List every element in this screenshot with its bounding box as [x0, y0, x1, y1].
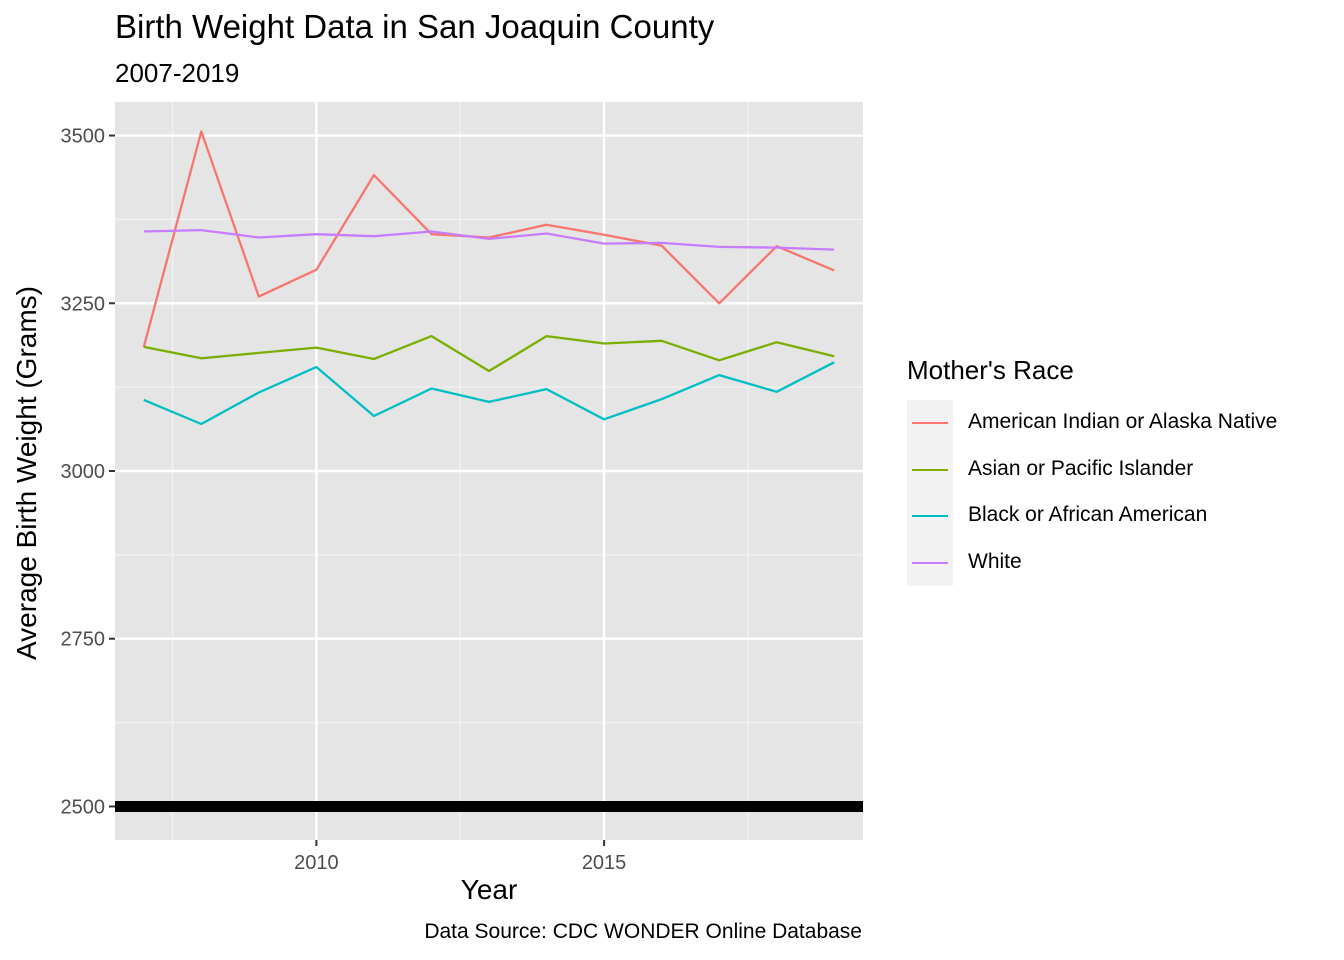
- legend-swatch: [912, 468, 948, 471]
- chart-title: Birth Weight Data in San Joaquin County: [115, 8, 715, 45]
- legend-item: Asian or Pacific Islander: [907, 447, 1344, 493]
- x-axis-label: Year: [460, 874, 518, 905]
- x-tick-label: 2015: [582, 852, 627, 874]
- y-tick-label: 2750: [61, 629, 106, 651]
- legend: Mother's Race American Indian or Alaska …: [907, 355, 1277, 586]
- legend-label: Black or African American: [968, 503, 1208, 526]
- y-tick-label: 3000: [61, 461, 106, 483]
- legend-swatch: [912, 561, 948, 564]
- series-line-4: [143, 228, 835, 251]
- legend-item: White: [907, 540, 1344, 586]
- legend-item: Black or African American: [907, 493, 1344, 539]
- legend-key-background: [907, 400, 953, 586]
- y-tick-label: 2500: [61, 796, 106, 818]
- y-tick-label: 3250: [61, 293, 106, 315]
- legend-label: American Indian or Alaska Native: [968, 410, 1278, 433]
- legend-item: American Indian or Alaska Native: [907, 400, 1344, 446]
- legend-label: Asian or Pacific Islander: [968, 456, 1194, 480]
- chart-caption: Data Source: CDC WONDER Online Database: [424, 920, 862, 943]
- legend-swatch: [912, 515, 948, 517]
- y-tick-label: 3500: [61, 126, 106, 148]
- series-line-2: [143, 334, 835, 373]
- legend-swatch: [912, 422, 948, 424]
- series-line-1: [142, 130, 835, 348]
- legend-title: Mother's Race: [907, 355, 1074, 385]
- chart-subtitle: 2007-2019: [115, 58, 240, 88]
- x-tick-label: 2010: [294, 852, 339, 874]
- y-axis-label: Average Birth Weight (Grams): [11, 286, 42, 660]
- legend-label: White: [968, 549, 1022, 573]
- series-line-3: [143, 361, 835, 426]
